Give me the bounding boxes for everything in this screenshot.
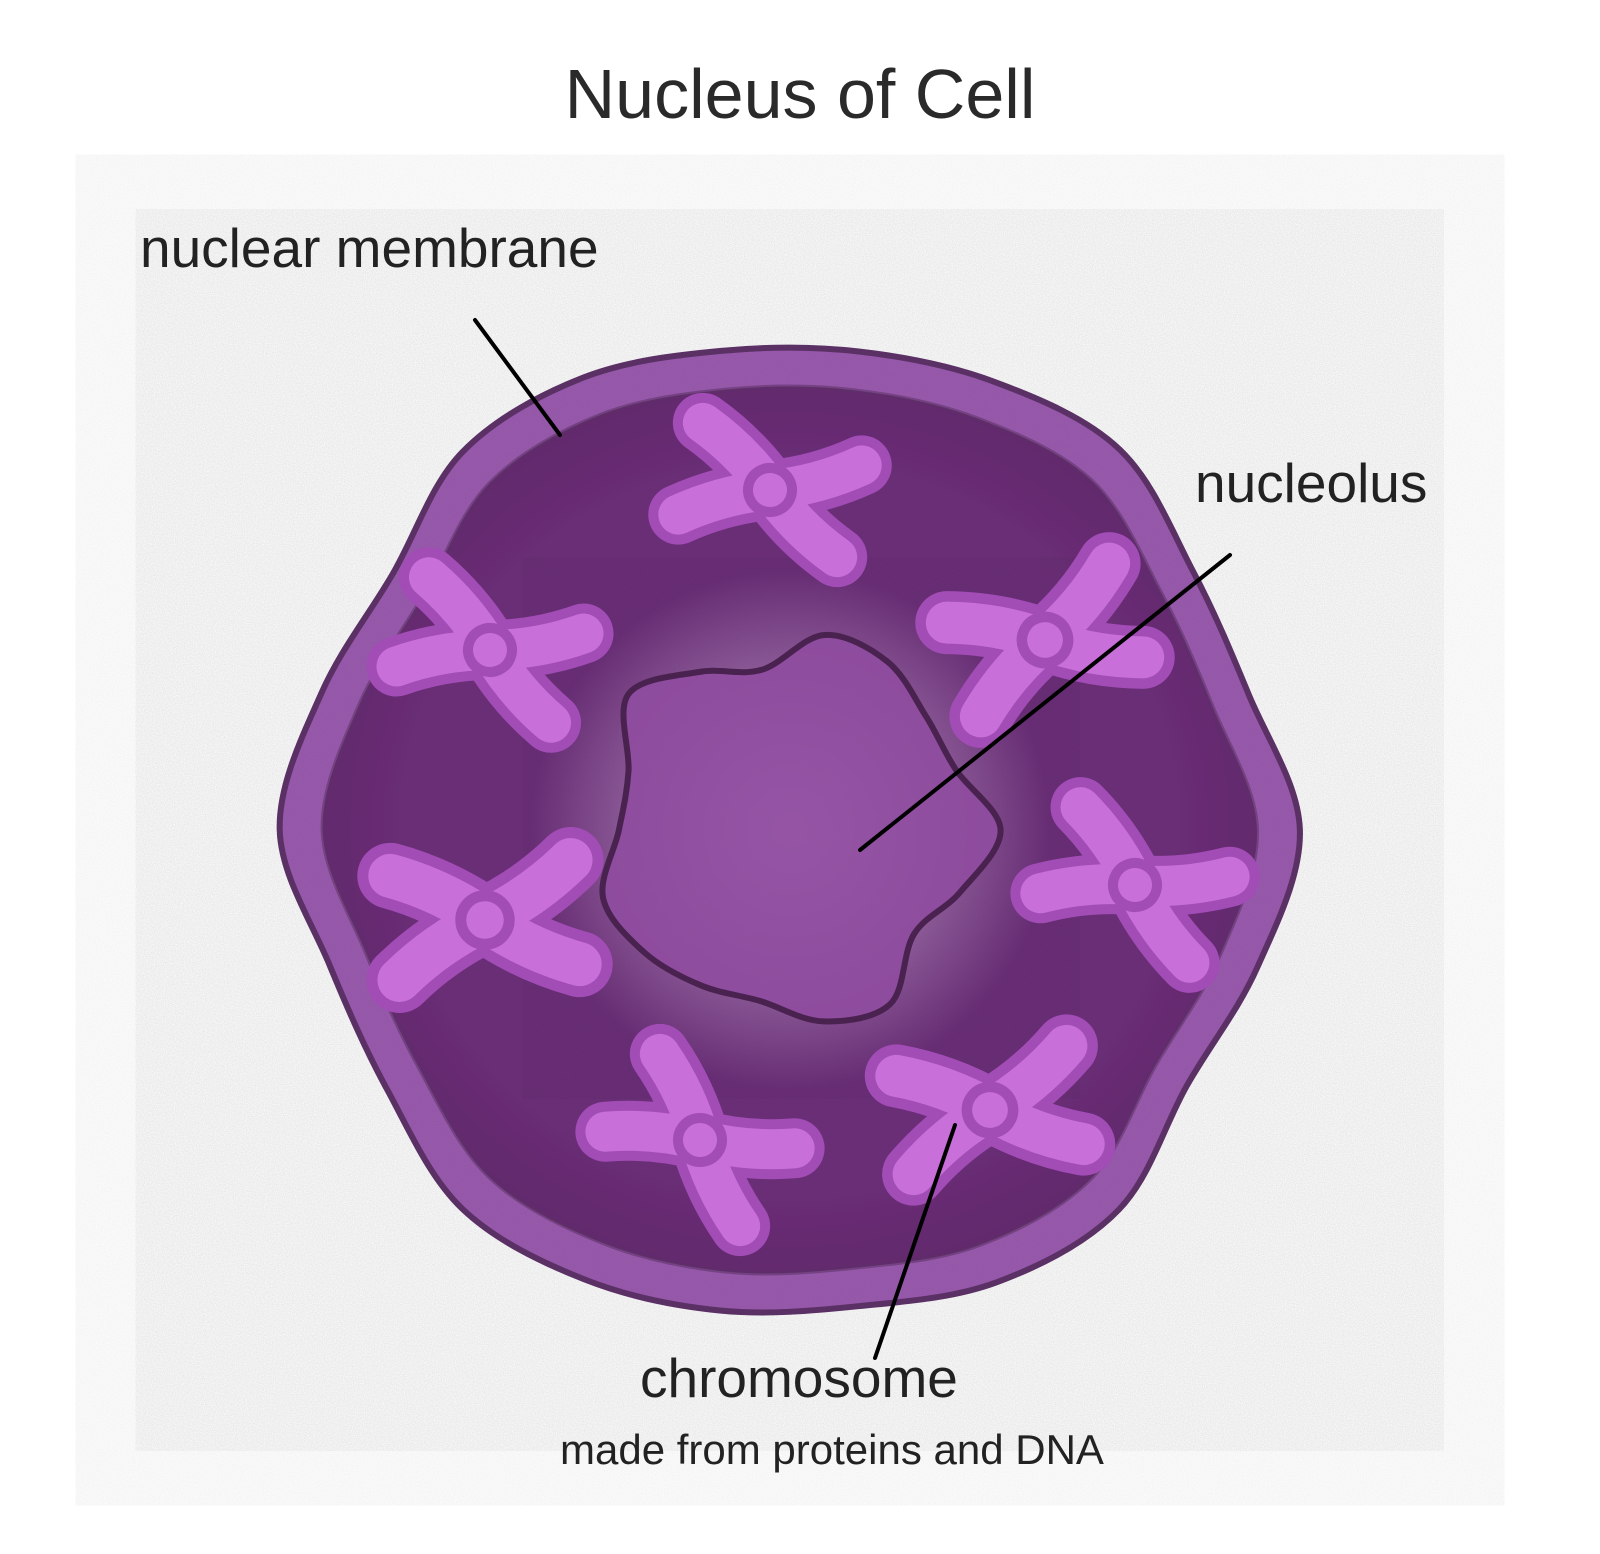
label-chromosome-subtitle: made from proteins and DNA bbox=[560, 1426, 1104, 1474]
diagram-stage: Nucleus of Cell nuclear membrane nucleol… bbox=[0, 0, 1600, 1554]
label-nuclear-membrane: nuclear membrane bbox=[140, 216, 599, 280]
label-chromosome: chromosome bbox=[640, 1346, 958, 1410]
label-nucleolus: nucleolus bbox=[1195, 451, 1427, 515]
